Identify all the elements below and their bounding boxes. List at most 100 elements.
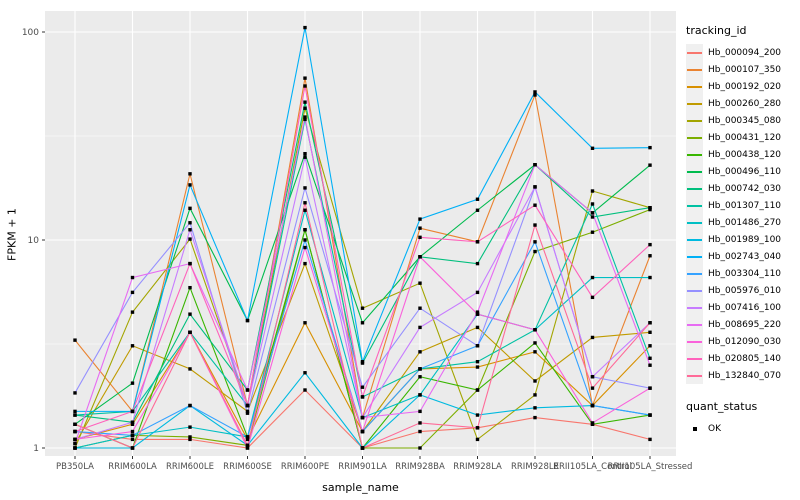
legend-item-Hb_002743_040: Hb_002743_040 [686, 248, 800, 265]
data-point [475, 437, 480, 442]
data-point [188, 237, 192, 241]
legend-item-Hb_005976_010: Hb_005976_010 [686, 282, 800, 299]
x-tick-label: RRIM600LA [108, 462, 157, 472]
legend-item-label: Hb_000742_030 [708, 183, 782, 194]
data-point [303, 115, 307, 119]
line-swatch-icon [686, 61, 703, 78]
data-point [418, 367, 422, 371]
legend-item-Hb_000431_120: Hb_000431_120 [686, 129, 800, 146]
line-swatch-icon [686, 299, 703, 316]
data-point [73, 422, 77, 426]
data-point [130, 275, 135, 280]
data-point [418, 325, 422, 330]
data-point [130, 381, 135, 385]
data-point [648, 363, 652, 367]
data-point [303, 84, 307, 88]
data-point [73, 409, 77, 414]
data-point [533, 406, 537, 410]
legend-item-label: Hb_001989_100 [708, 234, 782, 245]
legend-item-label: Hb_001307_110 [708, 200, 782, 211]
data-point [475, 240, 480, 244]
legend-item-Hb_000094_200: Hb_000094_200 [686, 44, 800, 61]
data-point [360, 359, 365, 364]
legend-item-Hb_008695_220: Hb_008695_220 [686, 316, 800, 333]
legend-item-label: Hb_020805_140 [708, 353, 782, 364]
x-tick-label: RRIM928LE [511, 462, 559, 472]
data-point [73, 338, 77, 342]
data-point [188, 312, 192, 316]
data-point [360, 395, 365, 399]
data-point [303, 25, 307, 30]
data-point [533, 163, 537, 167]
data-point [303, 76, 307, 80]
data-point [245, 435, 250, 439]
data-point [590, 403, 595, 408]
data-point [533, 379, 537, 383]
data-point [360, 385, 365, 389]
data-point [418, 281, 422, 285]
data-point [418, 409, 422, 414]
data-point [590, 230, 595, 234]
data-point [130, 446, 135, 450]
data-point [590, 375, 595, 379]
data-point [590, 211, 595, 215]
data-point [130, 437, 135, 442]
data-point [648, 275, 652, 280]
data-point [533, 415, 537, 420]
data-point [418, 255, 422, 259]
data-point [418, 446, 422, 450]
data-point [303, 371, 307, 375]
data-point [73, 391, 77, 395]
data-point [303, 228, 307, 232]
legend-item-label: Hb_002743_040 [708, 251, 782, 262]
data-point [533, 328, 537, 332]
data-point [360, 306, 365, 310]
legend-item-Hb_003304_110: Hb_003304_110 [686, 265, 800, 282]
data-point [303, 100, 307, 104]
data-point [130, 409, 135, 414]
data-point [418, 375, 422, 379]
data-point [590, 189, 595, 193]
data-point [303, 238, 307, 242]
x-tick-label: RRII105LA_Stressed [608, 462, 693, 472]
data-point [648, 163, 652, 167]
data-point [245, 443, 250, 448]
x-tick-label: RRIM600SE [223, 462, 272, 472]
data-point [303, 106, 307, 110]
data-point [303, 208, 307, 212]
data-point [590, 202, 595, 206]
data-point [130, 290, 135, 295]
legend-item-Hb_000260_280: Hb_000260_280 [686, 95, 800, 112]
legend-item-label: Hb_000438_120 [708, 149, 782, 160]
data-point [475, 359, 480, 364]
data-point [303, 186, 307, 190]
data-point [590, 275, 595, 280]
line-swatch-icon [686, 197, 703, 214]
line-swatch-icon [686, 316, 703, 333]
legend-item-Hb_000496_110: Hb_000496_110 [686, 163, 800, 180]
data-point [590, 386, 595, 390]
line-swatch-icon [686, 95, 703, 112]
data-point [648, 344, 652, 348]
data-point [590, 146, 595, 150]
line-swatch-icon [686, 78, 703, 95]
legend-item-label: Hb_000192_020 [708, 81, 782, 92]
line-swatch-icon [686, 333, 703, 350]
legend-item-label: OK [708, 423, 721, 434]
legend-item-Hb_000742_030: Hb_000742_030 [686, 180, 800, 197]
x-tick-label: PB350LA [56, 462, 94, 472]
legend: tracking_id Hb_000094_200 Hb_000107_350 Hb… [686, 24, 800, 437]
data-point [418, 350, 422, 354]
x-axis-title: sample_name [322, 481, 399, 494]
line-swatch-icon [686, 214, 703, 231]
data-point [533, 240, 537, 244]
y-tick-label: 10 [28, 236, 40, 246]
line-swatch-icon [686, 231, 703, 248]
data-point [360, 446, 365, 450]
data-point [475, 197, 480, 201]
data-point [475, 208, 480, 212]
data-point [475, 365, 480, 369]
data-point [533, 90, 537, 94]
legend-item-Hb_001989_100: Hb_001989_100 [686, 231, 800, 248]
